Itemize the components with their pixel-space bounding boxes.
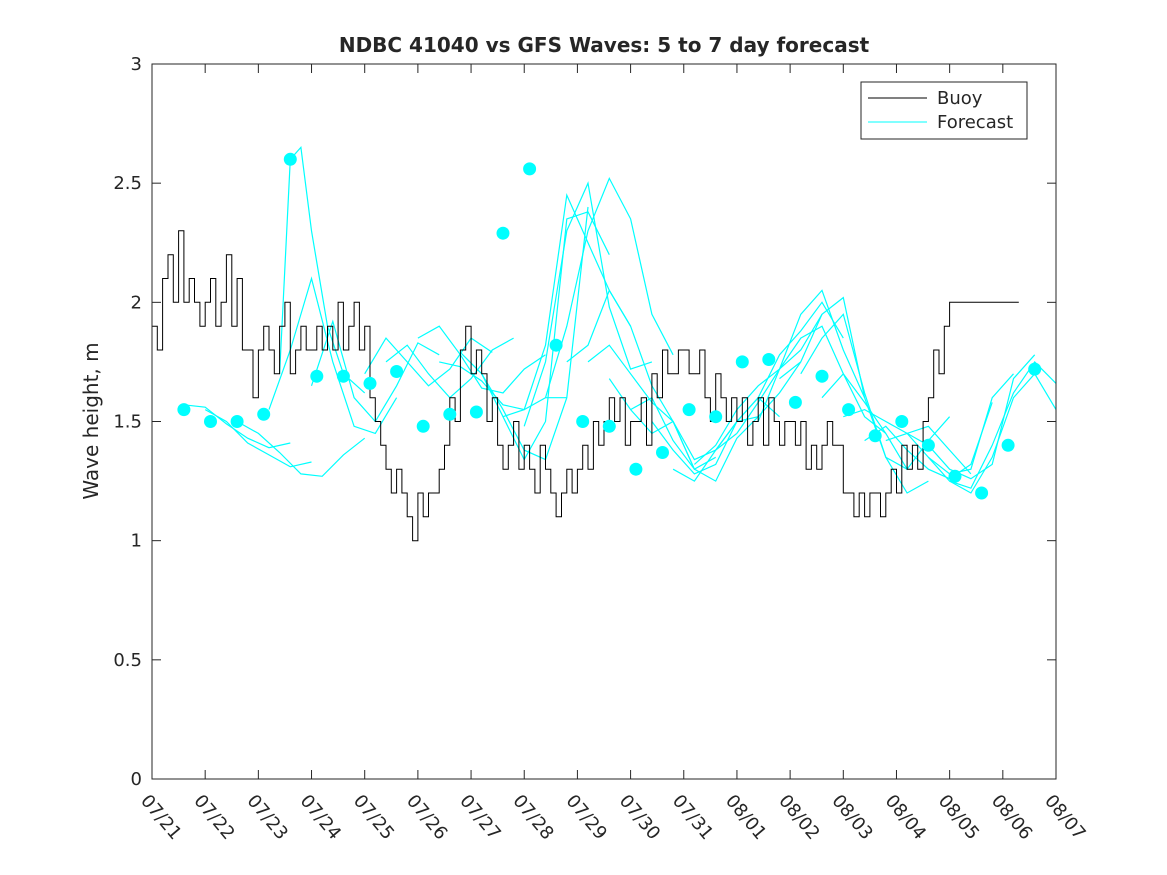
forecast-line [236,420,366,477]
forecast-point [549,338,563,352]
forecast-point [363,376,377,390]
forecast-line [864,402,993,480]
forecast-point [788,395,802,409]
chart-title: NDBC 41040 vs GFS Waves: 5 to 7 day fore… [339,33,870,57]
forecast-point [257,407,271,421]
buoy-line [152,230,1019,542]
forecast-point [762,353,776,366]
forecast-point [576,415,590,428]
forecast-point [948,469,962,483]
y-tick-label: 1 [131,531,142,552]
y-axis-label: Wave height, m [79,342,103,499]
forecast-point [469,405,483,419]
forecast-point [230,415,244,428]
forecast-line [523,181,653,427]
forecast-point [496,226,510,240]
forecast-point [921,438,935,452]
legend-buoy-label: Buoy [937,88,983,109]
forecast-line [800,313,929,494]
forecast-point [204,415,217,428]
forecast-line [949,372,1057,494]
forecast-point [815,369,829,383]
forecast-point [336,369,350,383]
forecast-point [682,403,696,417]
y-tick-label: 0.5 [113,650,142,671]
forecast-point [975,486,989,500]
forecast-line [693,313,823,465]
forecast-point [1028,362,1042,376]
forecast-point [656,446,669,459]
forecast-point [1001,438,1015,452]
y-tick-label: 3 [131,54,142,75]
y-tick-label: 2 [131,292,142,313]
forecast-point [868,429,882,443]
y-tick-label: 1.5 [113,412,142,433]
forecast-point [416,419,430,433]
forecast-point [177,403,191,417]
forecast-line [417,325,546,394]
forecast-point [629,462,643,476]
forecast-point [709,410,723,424]
legend: Buoy Forecast [860,81,1028,140]
y-tick-label: 0 [131,769,142,790]
forecast-point [443,407,457,421]
forecast-point [390,365,404,378]
forecast-point [735,355,749,369]
forecast-line [757,325,887,434]
forecast-line [544,176,674,398]
forecast-point [523,162,537,176]
y-tick-label: 2.5 [113,173,142,194]
forecast-point [310,369,324,383]
forecast-point [842,403,856,417]
forecast-point [895,415,909,428]
plot-area [152,146,1057,542]
forecast-point [283,152,297,166]
forecast-point [602,419,616,433]
legend-forecast-label: Forecast [937,112,1013,133]
